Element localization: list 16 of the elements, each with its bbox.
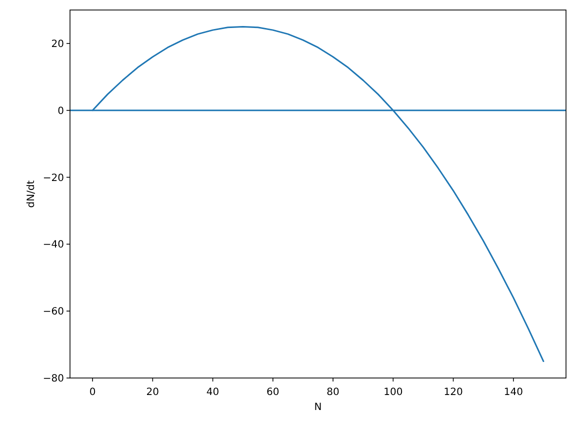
x-tick-label: 40: [206, 387, 220, 398]
x-tick-label: 120: [444, 387, 463, 398]
x-tick-label: 20: [146, 387, 160, 398]
y-tick-label: −60: [42, 306, 64, 318]
y-tick-label: −80: [42, 374, 64, 384]
x-tick-label: 0: [89, 387, 96, 398]
y-tick-label: 0: [58, 106, 64, 117]
x-axis-title: N: [314, 402, 322, 413]
x-tick-label: 100: [384, 387, 403, 398]
y-tick-label: 20: [51, 38, 64, 50]
y-tick-label: −40: [42, 240, 64, 251]
x-tick-label: 140: [504, 387, 523, 398]
x-tick-label: 60: [266, 387, 280, 398]
y-axis-title: dN/dt: [26, 180, 37, 208]
y-tick-label: −20: [42, 172, 64, 184]
x-tick-label: 80: [326, 387, 340, 398]
